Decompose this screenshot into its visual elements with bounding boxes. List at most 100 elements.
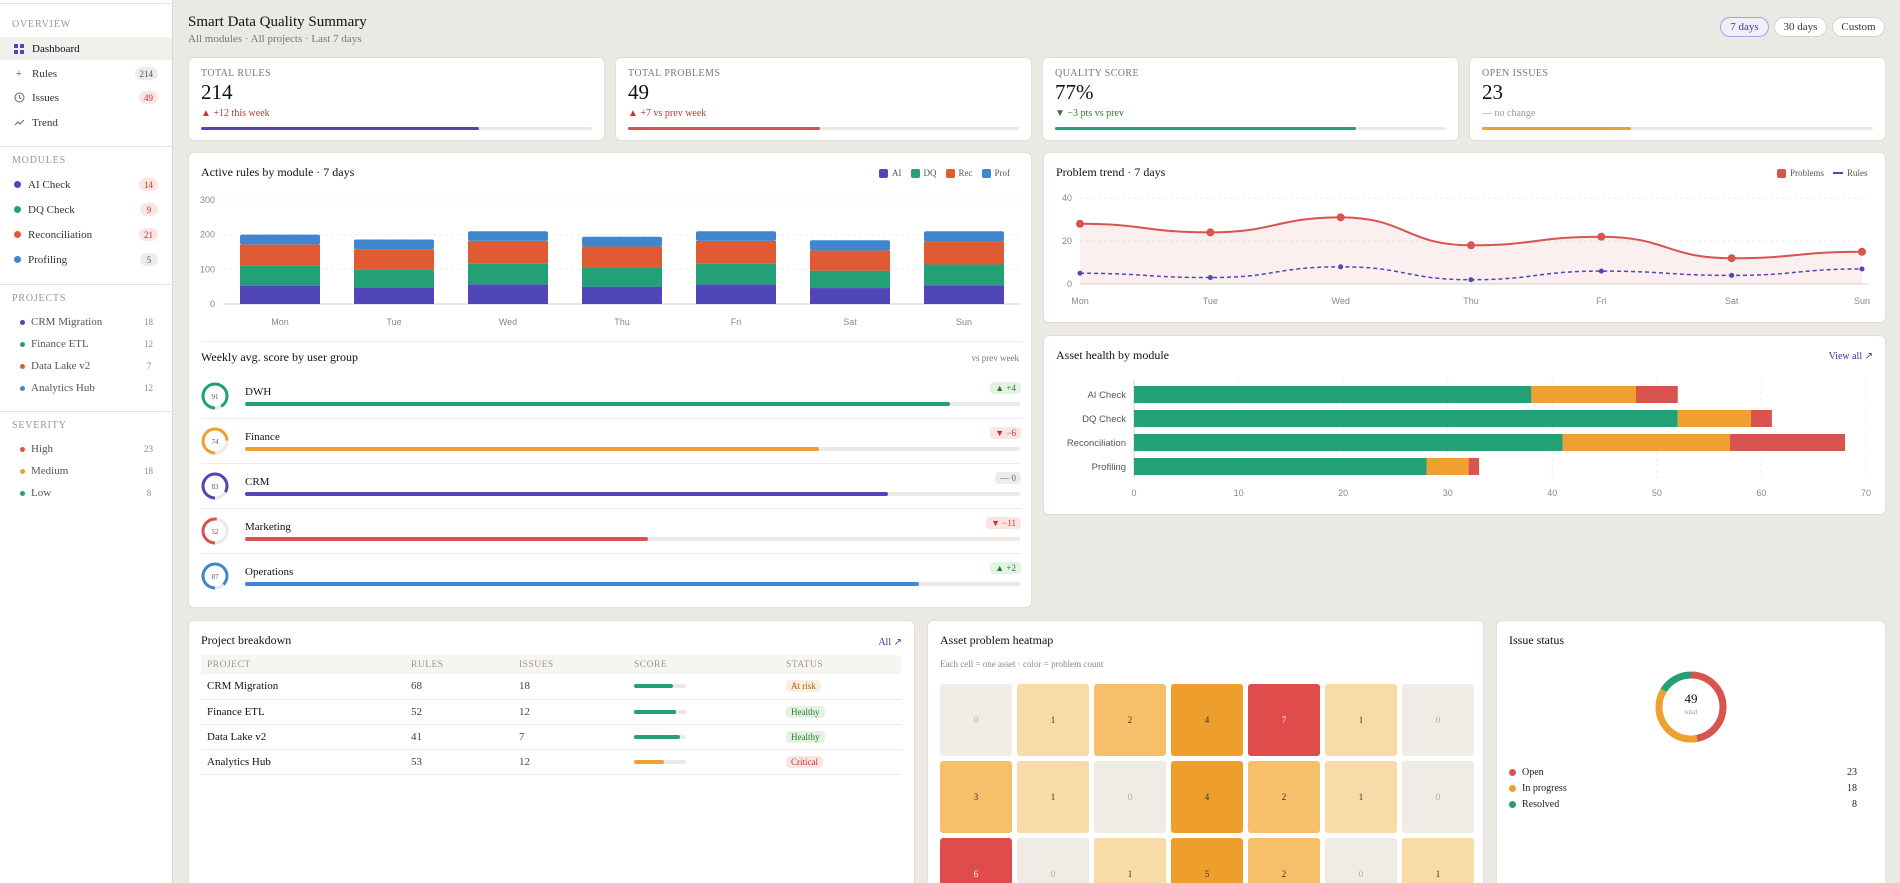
heatmap-cell[interactable]: 2: [1094, 684, 1166, 756]
range-7-days-button[interactable]: 7 days: [1720, 17, 1769, 37]
y-tick-label: 20: [1062, 236, 1072, 246]
rules-point: [1859, 266, 1865, 272]
rules-cell: 52: [405, 699, 513, 725]
problems-point: [1336, 213, 1345, 222]
heatmap-cell[interactable]: 1: [1094, 838, 1166, 883]
x-tick-label: Fri: [731, 317, 742, 327]
problems-point: [1076, 219, 1084, 228]
problem-trend-legend: Problems Rules: [1777, 168, 1868, 178]
asset-health-card: Asset health by module View all ↗ 0 10 20 3…: [1043, 335, 1886, 515]
heatmap-cell[interactable]: 5: [1171, 838, 1243, 883]
view-all-link[interactable]: View all ↗: [1828, 351, 1873, 362]
sidebar-module-reconciliation[interactable]: Reconciliation 21: [0, 223, 172, 246]
page-title: Smart Data Quality Summary: [188, 14, 367, 30]
sidebar-project-count: 18: [144, 317, 153, 327]
user-group-score-track: [245, 447, 1020, 451]
sidebar-item-rules[interactable]: + Rules 214: [0, 62, 172, 85]
sidebar-project-data-lake-v2[interactable]: Data Lake v2 7: [0, 355, 172, 377]
heatmap-cell[interactable]: 7: [1248, 684, 1320, 756]
sidebar-item-issues[interactable]: Issues 49: [0, 86, 172, 109]
bar-segment-dq: [582, 267, 662, 287]
sidebar-project-finance-etl[interactable]: Finance ETL 12: [0, 333, 172, 355]
heatmap-cell[interactable]: 0: [940, 684, 1012, 756]
user-group-delta-badge: ▼ −11: [986, 517, 1021, 529]
score-ring-value: 74: [212, 438, 220, 446]
table-row[interactable]: Finance ETL 52 12 Healthy: [201, 699, 901, 725]
user-group-score-track: [245, 537, 1020, 541]
score-ring-fill: [201, 517, 229, 545]
sidebar-module-label: AI Check: [28, 178, 71, 191]
kpi-progress-track: [1055, 127, 1446, 130]
bar-segment-prof: [924, 231, 1004, 242]
kpi-delta: ▲ +12 this week: [201, 108, 270, 119]
heatmap-cell[interactable]: 4: [1171, 684, 1243, 756]
heatmap-cell[interactable]: 1: [1017, 761, 1089, 833]
sidebar-project-analytics-hub[interactable]: Analytics Hub 12: [0, 377, 172, 399]
heatmap-cell[interactable]: 2: [1248, 761, 1320, 833]
hbar-segment-warning: [1531, 386, 1636, 403]
rules-point: [1077, 270, 1083, 276]
sidebar-module-profiling[interactable]: Profiling 5: [0, 248, 172, 271]
sidebar-divider: [0, 411, 172, 412]
table-row[interactable]: Analytics Hub 53 12 Critical: [201, 749, 901, 775]
trend-icon: [12, 118, 26, 127]
sidebar-item-dashboard[interactable]: Dashboard: [0, 37, 172, 60]
sidebar-module-ai-check[interactable]: AI Check 14: [0, 173, 172, 196]
bar-segment-prof: [696, 231, 776, 241]
sidebar-project-count: 7: [146, 361, 152, 371]
heatmap-cell[interactable]: 0: [1402, 684, 1474, 756]
heatmap-cell[interactable]: 4: [1171, 761, 1243, 833]
user-group-score-fill: [245, 492, 889, 496]
issues-cell: 12: [513, 749, 628, 775]
clock-icon: [12, 92, 26, 103]
heatmap-cell[interactable]: 3: [940, 761, 1012, 833]
status-badge: Healthy: [786, 705, 825, 718]
heatmap-cell[interactable]: 0: [1017, 838, 1089, 883]
heatmap-cell[interactable]: 0: [1325, 838, 1397, 883]
hbar-segment-healthy: [1134, 410, 1678, 427]
heatmap-cell[interactable]: 1: [1402, 838, 1474, 883]
table-row[interactable]: Data Lake v2 41 7 Healthy: [201, 724, 901, 750]
kpi-label: OPEN ISSUES: [1482, 68, 1549, 79]
table-row[interactable]: CRM Migration 68 18 At risk: [201, 674, 901, 700]
sidebar-item-label: Issues: [32, 91, 59, 104]
heatmap-cell[interactable]: 0: [1094, 761, 1166, 833]
row-divider: [201, 418, 1021, 419]
score-ring-value: 91: [212, 393, 220, 401]
table-header-row: PROJECT RULES ISSUES SCORE STATUS: [201, 655, 901, 674]
heatmap-cell[interactable]: 1: [1325, 761, 1397, 833]
kpi-progress-track: [201, 127, 592, 130]
heatmap-cell[interactable]: 6: [940, 838, 1012, 883]
sidebar-module-dot: [14, 206, 21, 213]
score-bar-fill: [634, 709, 676, 714]
rules-cell: 41: [405, 724, 513, 750]
x-tick-label: Mon: [271, 317, 289, 327]
kpi-delta: — no change: [1482, 108, 1536, 119]
range-30-days-button[interactable]: 30 days: [1774, 17, 1827, 37]
sidebar-severity-high[interactable]: High 23: [0, 438, 172, 460]
problem-trend-line-chart: 0 20 40 Mon Tue Wed Thu Fri Sat Sun: [1062, 193, 1870, 306]
sidebar-project-crm-migration[interactable]: CRM Migration 18: [0, 311, 172, 333]
x-tick-label: Sun: [956, 317, 972, 327]
range-custom-button[interactable]: Custom: [1832, 17, 1885, 37]
hbar-segment-healthy: [1134, 434, 1563, 451]
heatmap-cell[interactable]: 1: [1017, 684, 1089, 756]
status-cell: Critical: [780, 749, 901, 775]
sidebar-severity-medium[interactable]: Medium 18: [0, 460, 172, 482]
asset-health-title: Asset health by module: [1056, 348, 1169, 362]
status-badge: At risk: [786, 680, 821, 693]
project-name-cell: CRM Migration: [201, 674, 405, 700]
kpi-progress-fill: [628, 127, 820, 130]
issues-count-badge: 49: [139, 91, 158, 104]
sidebar-item-trend[interactable]: Trend: [0, 111, 172, 134]
heatmap-cell[interactable]: 1: [1325, 684, 1397, 756]
heatmap-cell[interactable]: 0: [1402, 761, 1474, 833]
sidebar-project-count: 12: [144, 339, 153, 349]
kpi-progress-fill: [1055, 127, 1357, 130]
sidebar-module-dq-check[interactable]: DQ Check 9: [0, 198, 172, 221]
all-projects-link[interactable]: All ↗: [878, 637, 902, 648]
heatmap-cell[interactable]: 2: [1248, 838, 1320, 883]
kpi-value: 49: [628, 80, 649, 104]
bar-segment-rec: [354, 249, 434, 270]
sidebar-severity-low[interactable]: Low 8: [0, 482, 172, 504]
